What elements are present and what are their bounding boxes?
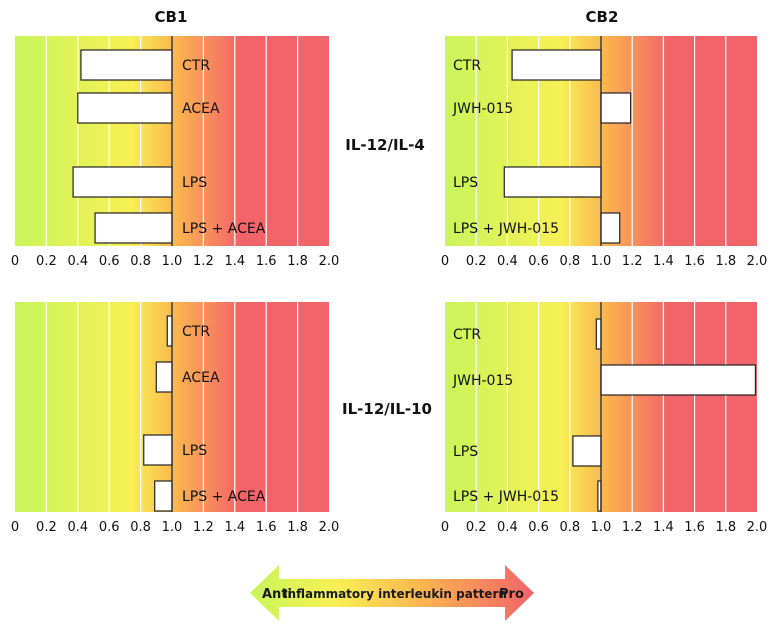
bar-lps-jwh-015 (600, 212, 621, 244)
legend-anti-label: Anti (262, 587, 292, 602)
panel-cb1-il12-il10: CTR ACEA LPS LPS + ACEA 0 0.2 0.4 0.6 0.8 1.0 1.2 1… (11, 302, 339, 535)
x-tick-label: 1.0 (591, 520, 612, 535)
column-title-cb2: CB2 (586, 8, 619, 26)
x-tick-label: 0.8 (130, 254, 151, 269)
category-label: LPS (453, 444, 478, 460)
category-label: CTR (453, 58, 481, 74)
x-tick-label: 1.0 (162, 520, 183, 535)
x-tick-label: 0 (11, 254, 19, 269)
x-tick-label: 1.8 (287, 254, 308, 269)
bar-jwh-015 (600, 92, 632, 124)
x-tick-label: 0.4 (67, 254, 88, 269)
legend-arrow: Anti Inflammatory interleukin pattern Pr… (250, 565, 534, 621)
panel-cb1-il12-il4: CTR ACEA LPS LPS + ACEA 0 0.2 0.4 0.6 0.8 1.0 1.2 1… (11, 36, 339, 269)
x-tick-label: 1.6 (256, 520, 277, 535)
x-tick-label: 1.4 (653, 520, 674, 535)
x-tick-label: 1.4 (653, 254, 674, 269)
category-label: LPS + JWH-015 (453, 489, 559, 505)
category-label: CTR (182, 58, 210, 74)
x-tick-label: 0.4 (67, 520, 88, 535)
panel-cb2-il12-il10: CTR JWH-015 LPS LPS + JWH-015 0 0.2 0.4 0.6 0.8 1… (441, 302, 767, 535)
legend-middle-label: Inflammatory interleukin pattern (283, 587, 507, 601)
bar-lps (72, 166, 173, 198)
x-tick-label: 1.4 (224, 254, 245, 269)
category-label: JWH-015 (452, 373, 513, 389)
bar-acea (155, 361, 173, 393)
row-title-il12-il4: IL-12/IL-4 (345, 136, 425, 154)
bar-ctr (595, 318, 602, 350)
x-tick-label: 1.6 (684, 520, 705, 535)
category-label: LPS (182, 175, 207, 191)
x-tick-label: 0.6 (99, 254, 120, 269)
category-label: LPS (453, 175, 478, 191)
x-tick-label: 1.0 (162, 254, 183, 269)
x-tick-label: 1.6 (684, 254, 705, 269)
bar-ctr (511, 49, 602, 81)
category-label: LPS (182, 443, 207, 459)
x-tick-label: 0.8 (559, 254, 580, 269)
x-tick-label: 2.0 (747, 520, 768, 535)
x-tick-label: 0.4 (497, 520, 518, 535)
x-tick-label: 0.6 (528, 254, 549, 269)
bar-lps (572, 435, 602, 467)
x-tick-label: 1.2 (193, 254, 214, 269)
category-label: ACEA (182, 370, 220, 386)
x-tick-label: 2.0 (319, 520, 340, 535)
x-tick-label: 1.2 (622, 254, 643, 269)
x-tick-label: 1.0 (591, 254, 612, 269)
panel-cb2-il12-il4: CTR JWH-015 LPS LPS + JWH-015 0 0.2 0.4 0.6 0.8 1… (441, 36, 767, 269)
bar-ctr (80, 49, 173, 81)
category-label: LPS + JWH-015 (453, 221, 559, 237)
x-tick-label: 1.8 (715, 520, 736, 535)
bar-jwh-015 (600, 364, 757, 396)
x-tick-label: 0.2 (466, 254, 487, 269)
x-tick-label: 2.0 (747, 254, 768, 269)
x-tick-label: 1.6 (256, 254, 277, 269)
x-tick-label: 0.2 (36, 254, 57, 269)
legend-pro-label: Pro (499, 587, 524, 602)
x-tick-label: 0 (441, 520, 449, 535)
x-tick-label: 2.0 (319, 254, 340, 269)
x-tick-label: 0.6 (528, 520, 549, 535)
category-label: CTR (453, 327, 481, 343)
x-tick-label: 0.4 (497, 254, 518, 269)
category-label: CTR (182, 324, 210, 340)
bar-ctr (166, 315, 173, 347)
x-tick-label: 1.8 (715, 254, 736, 269)
category-label: JWH-015 (452, 101, 513, 117)
category-label: LPS + ACEA (182, 221, 266, 237)
x-tick-label: 1.2 (193, 520, 214, 535)
x-tick-label: 0.8 (559, 520, 580, 535)
x-tick-label: 0.8 (130, 520, 151, 535)
bar-lps-acea (94, 212, 173, 244)
x-tick-label: 0 (11, 520, 19, 535)
x-tick-label: 0.6 (99, 520, 120, 535)
column-title-cb1: CB1 (155, 8, 188, 26)
row-title-il12-il10: IL-12/IL-10 (342, 400, 432, 418)
category-label: ACEA (182, 101, 220, 117)
bar-acea (77, 92, 173, 124)
bar-lps (143, 434, 173, 466)
x-tick-label: 1.4 (224, 520, 245, 535)
x-tick-label: 0.2 (36, 520, 57, 535)
x-tick-label: 0 (441, 254, 449, 269)
x-tick-label: 1.2 (622, 520, 643, 535)
bar-lps-acea (154, 480, 173, 512)
x-tick-label: 1.8 (287, 520, 308, 535)
bar-lps (503, 166, 602, 198)
category-label: LPS + ACEA (182, 489, 266, 505)
panels: CTR ACEA LPS LPS + ACEA 0 0.2 0.4 0.6 0.8 1.0 1.2 1… (11, 36, 767, 535)
legend-arrow-shape (250, 565, 534, 621)
x-tick-label: 0.2 (466, 520, 487, 535)
